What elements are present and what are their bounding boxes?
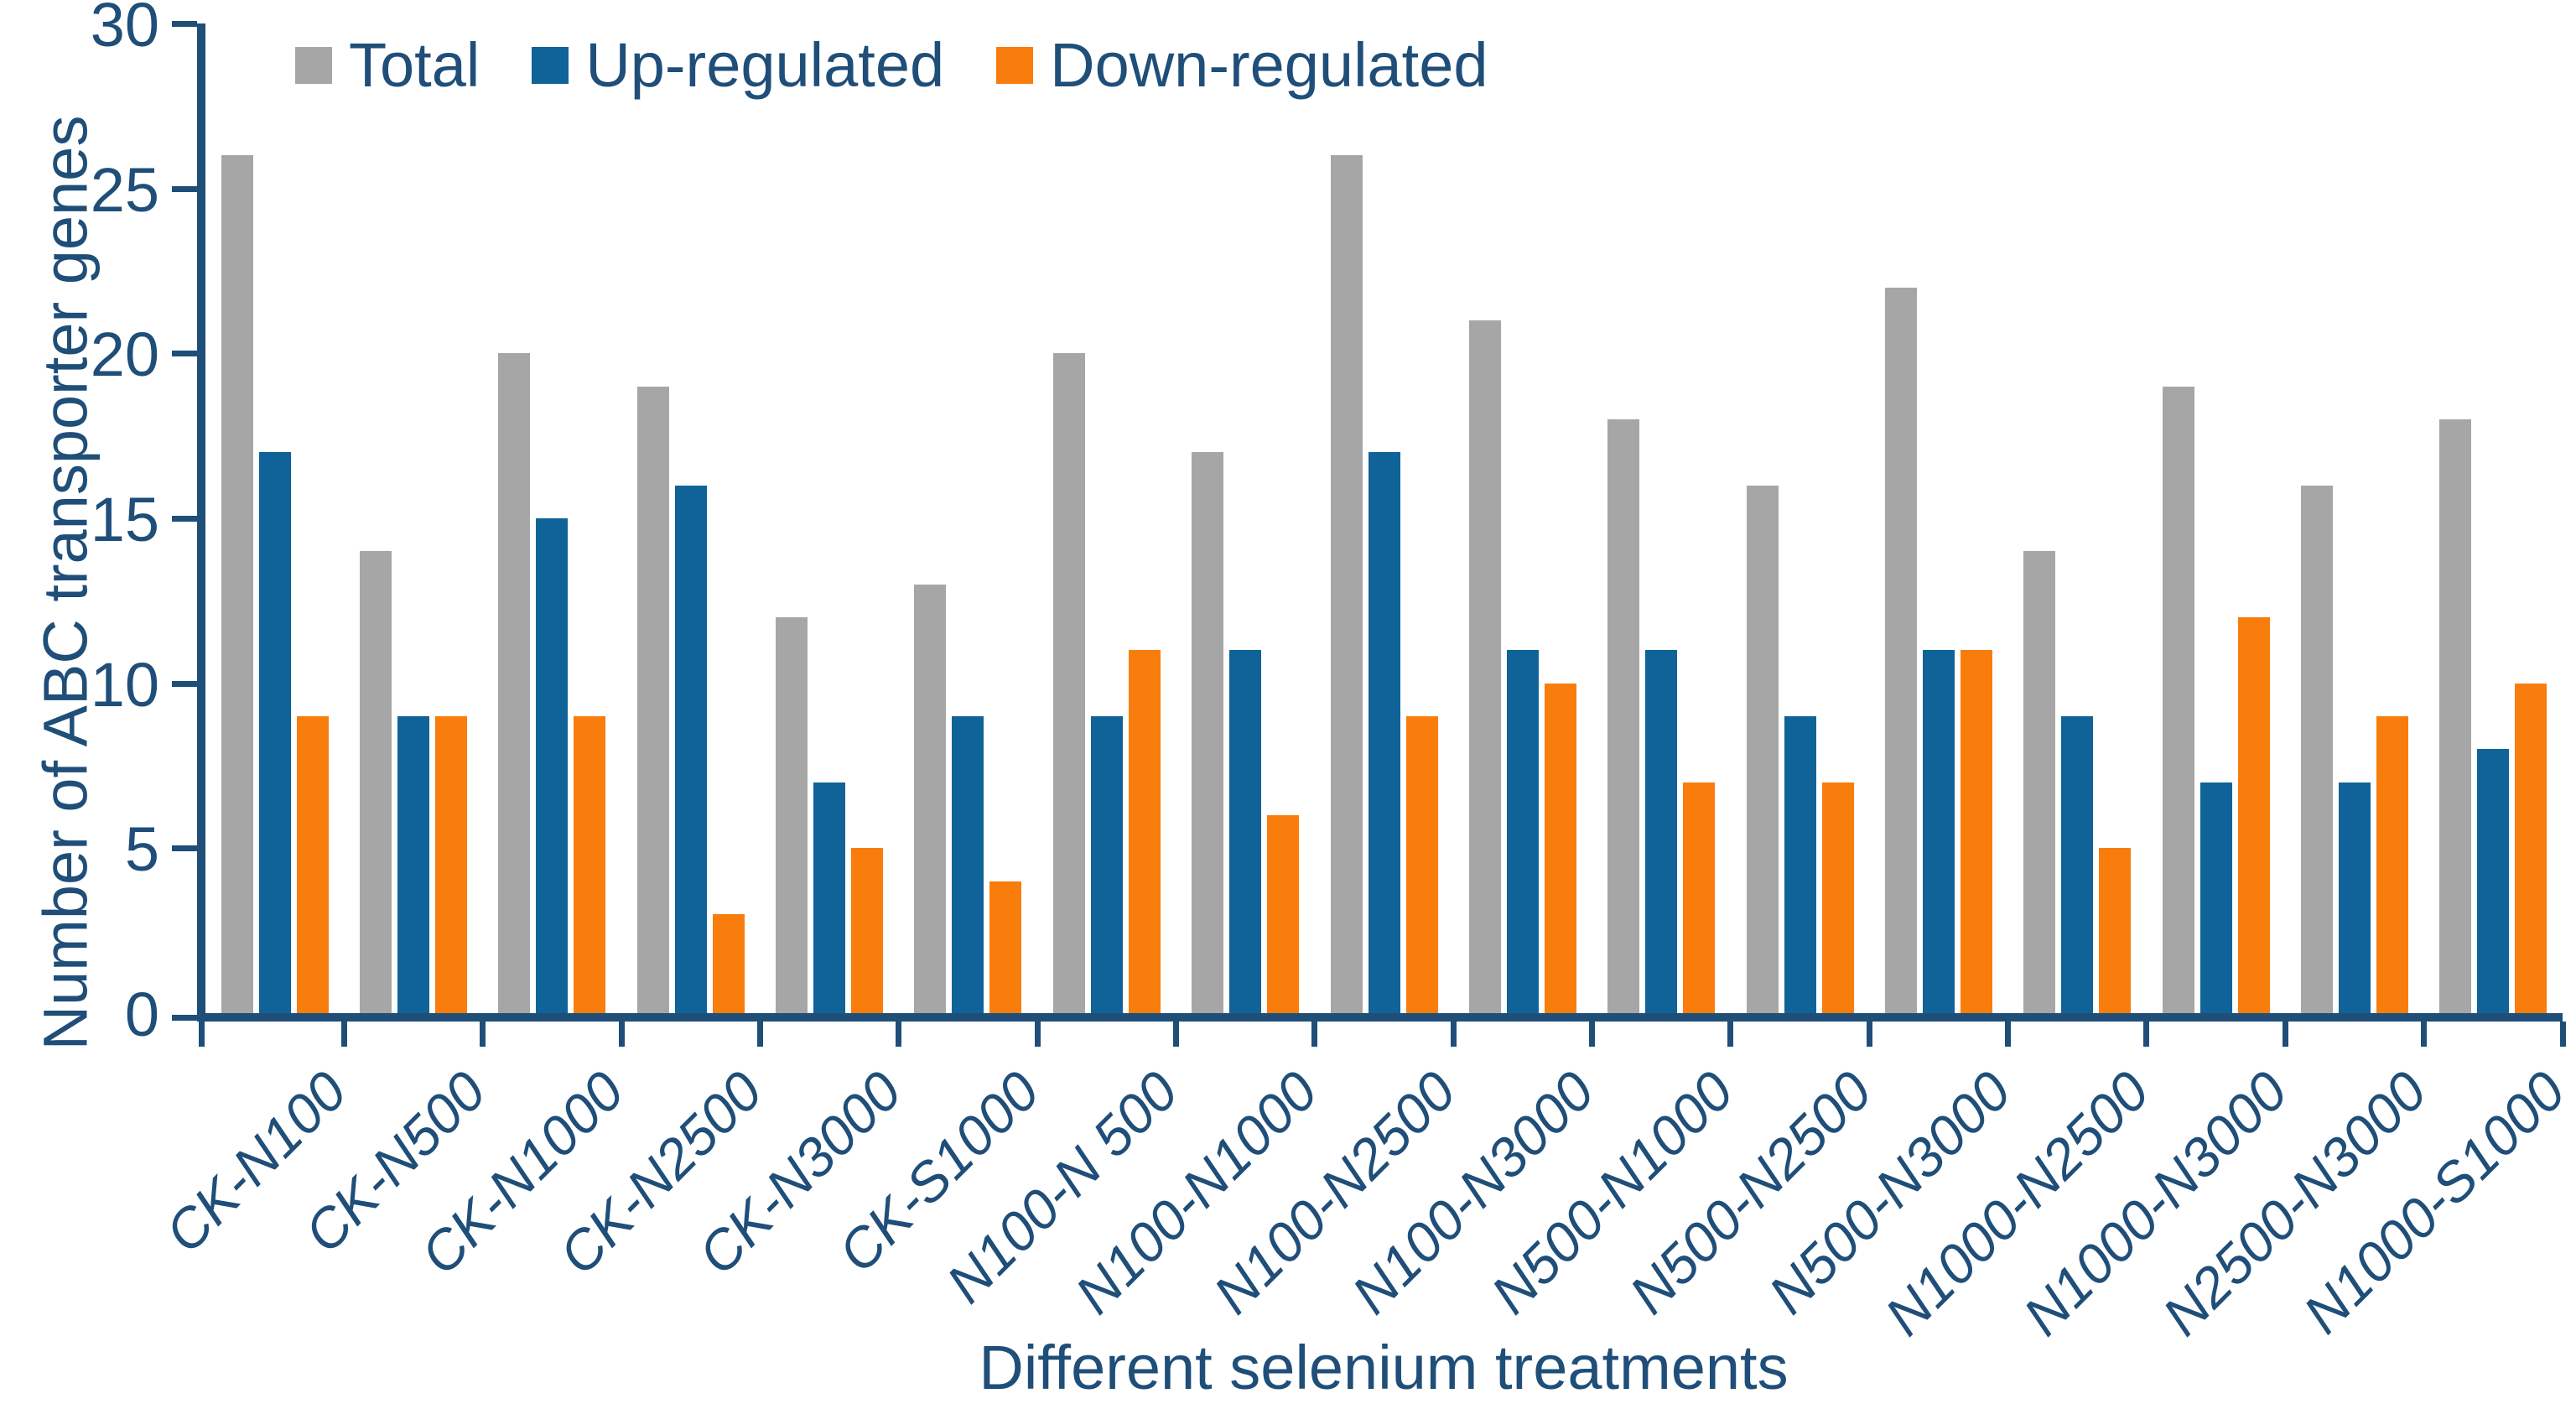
bar-total: [498, 353, 530, 1013]
legend-item: Total: [295, 32, 480, 99]
y-axis-tick: [172, 351, 197, 356]
y-tick-label: 15: [90, 485, 159, 554]
bar-total: [1885, 288, 1917, 1013]
bar-down-regulated: [574, 716, 605, 1013]
bar-total: [914, 585, 946, 1013]
x-axis-tick: [896, 1022, 901, 1047]
x-axis-tick: [2143, 1022, 2149, 1047]
bar-down-regulated: [1683, 782, 1715, 1013]
bar-total: [2023, 551, 2055, 1013]
y-axis-tick: [172, 1015, 197, 1021]
y-axis-tick: [172, 681, 197, 687]
bar-up-regulated: [2061, 716, 2093, 1013]
x-axis-tick: [1589, 1022, 1595, 1047]
x-axis-tick: [619, 1022, 625, 1047]
bar-up-regulated: [1507, 650, 1539, 1013]
bar-total: [2163, 387, 2194, 1013]
bar-down-regulated: [713, 914, 745, 1013]
y-tick-label: 10: [90, 650, 159, 720]
legend-label: Down-regulated: [1050, 30, 1488, 100]
x-axis-title: Different selenium treatments: [979, 1333, 1789, 1402]
y-tick-label: 20: [90, 320, 159, 389]
x-axis-tick: [2283, 1022, 2288, 1047]
bar-down-regulated: [2099, 848, 2131, 1013]
legend: Total Up-regulated Down-regulated: [295, 32, 1488, 99]
legend-swatch-icon: [996, 47, 1034, 84]
bar-up-regulated: [813, 782, 845, 1013]
bar-up-regulated: [1923, 650, 1955, 1013]
bar-total: [1747, 486, 1779, 1013]
bar-total: [2439, 419, 2471, 1013]
bar-total: [1607, 419, 1639, 1013]
bar-down-regulated: [297, 716, 329, 1013]
bar-down-regulated: [2515, 684, 2547, 1013]
bar-down-regulated: [851, 848, 883, 1013]
bar-down-regulated: [1545, 684, 1576, 1013]
bar-up-regulated: [2477, 749, 2509, 1013]
bar-up-regulated: [259, 452, 291, 1013]
bar-total: [637, 387, 669, 1013]
x-axis-tick: [1451, 1022, 1457, 1047]
bar-total: [776, 617, 808, 1013]
bar-down-regulated: [1406, 716, 1438, 1013]
x-axis-line: [197, 1013, 2563, 1022]
bar-total: [2301, 486, 2333, 1013]
bar-total: [1192, 452, 1223, 1013]
x-axis-tick: [1867, 1022, 1872, 1047]
x-axis-tick: [341, 1022, 347, 1047]
x-axis-tick: [757, 1022, 763, 1047]
bar-total: [1469, 320, 1501, 1013]
x-axis-tick: [1727, 1022, 1733, 1047]
bar-up-regulated: [397, 716, 429, 1013]
x-axis-tick: [2560, 1022, 2566, 1047]
y-tick-label: 25: [90, 155, 159, 225]
y-axis-line: [197, 23, 205, 1022]
bar-total: [1331, 155, 1363, 1013]
bar-up-regulated: [536, 518, 568, 1013]
y-axis-tick: [172, 21, 197, 27]
x-axis-tick: [1311, 1022, 1317, 1047]
y-tick-label: 30: [90, 0, 159, 60]
x-axis-tick: [2421, 1022, 2427, 1047]
bar-down-regulated: [1822, 782, 1854, 1013]
bar-up-regulated: [1784, 716, 1816, 1013]
bar-up-regulated: [2200, 782, 2232, 1013]
bar-up-regulated: [1368, 452, 1400, 1013]
legend-item: Up-regulated: [532, 32, 944, 99]
bar-down-regulated: [2376, 716, 2408, 1013]
legend-swatch-icon: [532, 47, 569, 84]
bar-up-regulated: [675, 486, 707, 1013]
bar-up-regulated: [1091, 716, 1123, 1013]
y-axis-tick: [172, 845, 197, 851]
bar-total: [360, 551, 392, 1013]
bar-total: [221, 155, 253, 1013]
bar-up-regulated: [2339, 782, 2371, 1013]
bar-down-regulated: [1961, 650, 1992, 1013]
y-tick-label: 0: [124, 980, 159, 1049]
x-axis-tick: [2005, 1022, 2011, 1047]
y-tick-label: 5: [124, 814, 159, 884]
bar-down-regulated: [435, 716, 467, 1013]
bar-up-regulated: [1229, 650, 1261, 1013]
legend-label: Up-regulated: [585, 30, 945, 100]
legend-swatch-icon: [295, 47, 332, 84]
y-axis-tick: [172, 186, 197, 192]
x-axis-tick: [1035, 1022, 1041, 1047]
bar-down-regulated: [2238, 617, 2270, 1013]
bar-up-regulated: [1645, 650, 1677, 1013]
bar-total: [1053, 353, 1085, 1013]
legend-label: Total: [349, 30, 480, 100]
bar-down-regulated: [989, 881, 1021, 1013]
x-axis-tick: [480, 1022, 486, 1047]
legend-item: Down-regulated: [996, 32, 1488, 99]
bar-up-regulated: [952, 716, 984, 1013]
y-axis-tick: [172, 516, 197, 522]
x-axis-tick: [199, 1022, 205, 1047]
x-axis-tick: [1173, 1022, 1179, 1047]
bar-down-regulated: [1267, 815, 1299, 1013]
bar-down-regulated: [1129, 650, 1161, 1013]
